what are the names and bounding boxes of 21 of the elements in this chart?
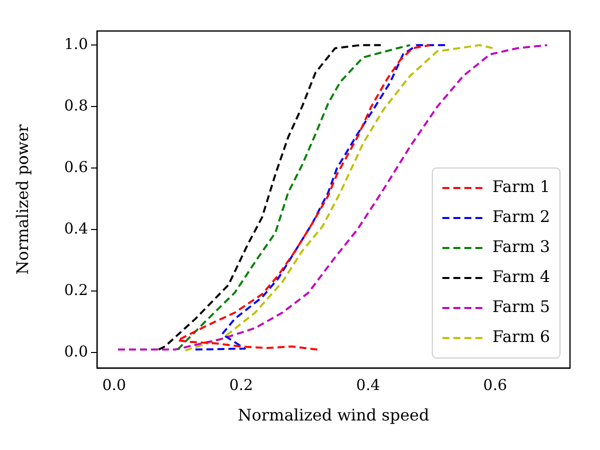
y-axis-title: Normalized power xyxy=(12,124,32,275)
y-tick-label: 0.4 xyxy=(64,220,88,238)
y-tick-label: 0.8 xyxy=(64,96,88,115)
legend-label: Farm 4 xyxy=(492,267,550,286)
y-tick-label: 0.0 xyxy=(64,342,88,361)
y-tick-label: 1.0 xyxy=(64,35,88,54)
x-axis-title: Normalized wind speed xyxy=(238,406,430,425)
x-tick-label: 0.2 xyxy=(229,376,254,394)
line-series xyxy=(184,44,494,352)
legend-label: Farm 6 xyxy=(492,327,550,346)
line-series xyxy=(158,44,382,351)
y-tick-label: 0.6 xyxy=(64,158,88,176)
legend-label: Farm 2 xyxy=(492,207,550,226)
y-tick-label: 0.2 xyxy=(64,281,88,300)
x-tick-label: 0.4 xyxy=(356,376,380,394)
line-series xyxy=(116,44,548,351)
legend-label: Farm 3 xyxy=(492,237,550,256)
legend-label: Farm 5 xyxy=(492,297,550,316)
x-tick-label: 0.6 xyxy=(483,376,508,394)
legend-label: Farm 1 xyxy=(492,177,550,196)
x-tick-label: 0.0 xyxy=(102,376,126,394)
